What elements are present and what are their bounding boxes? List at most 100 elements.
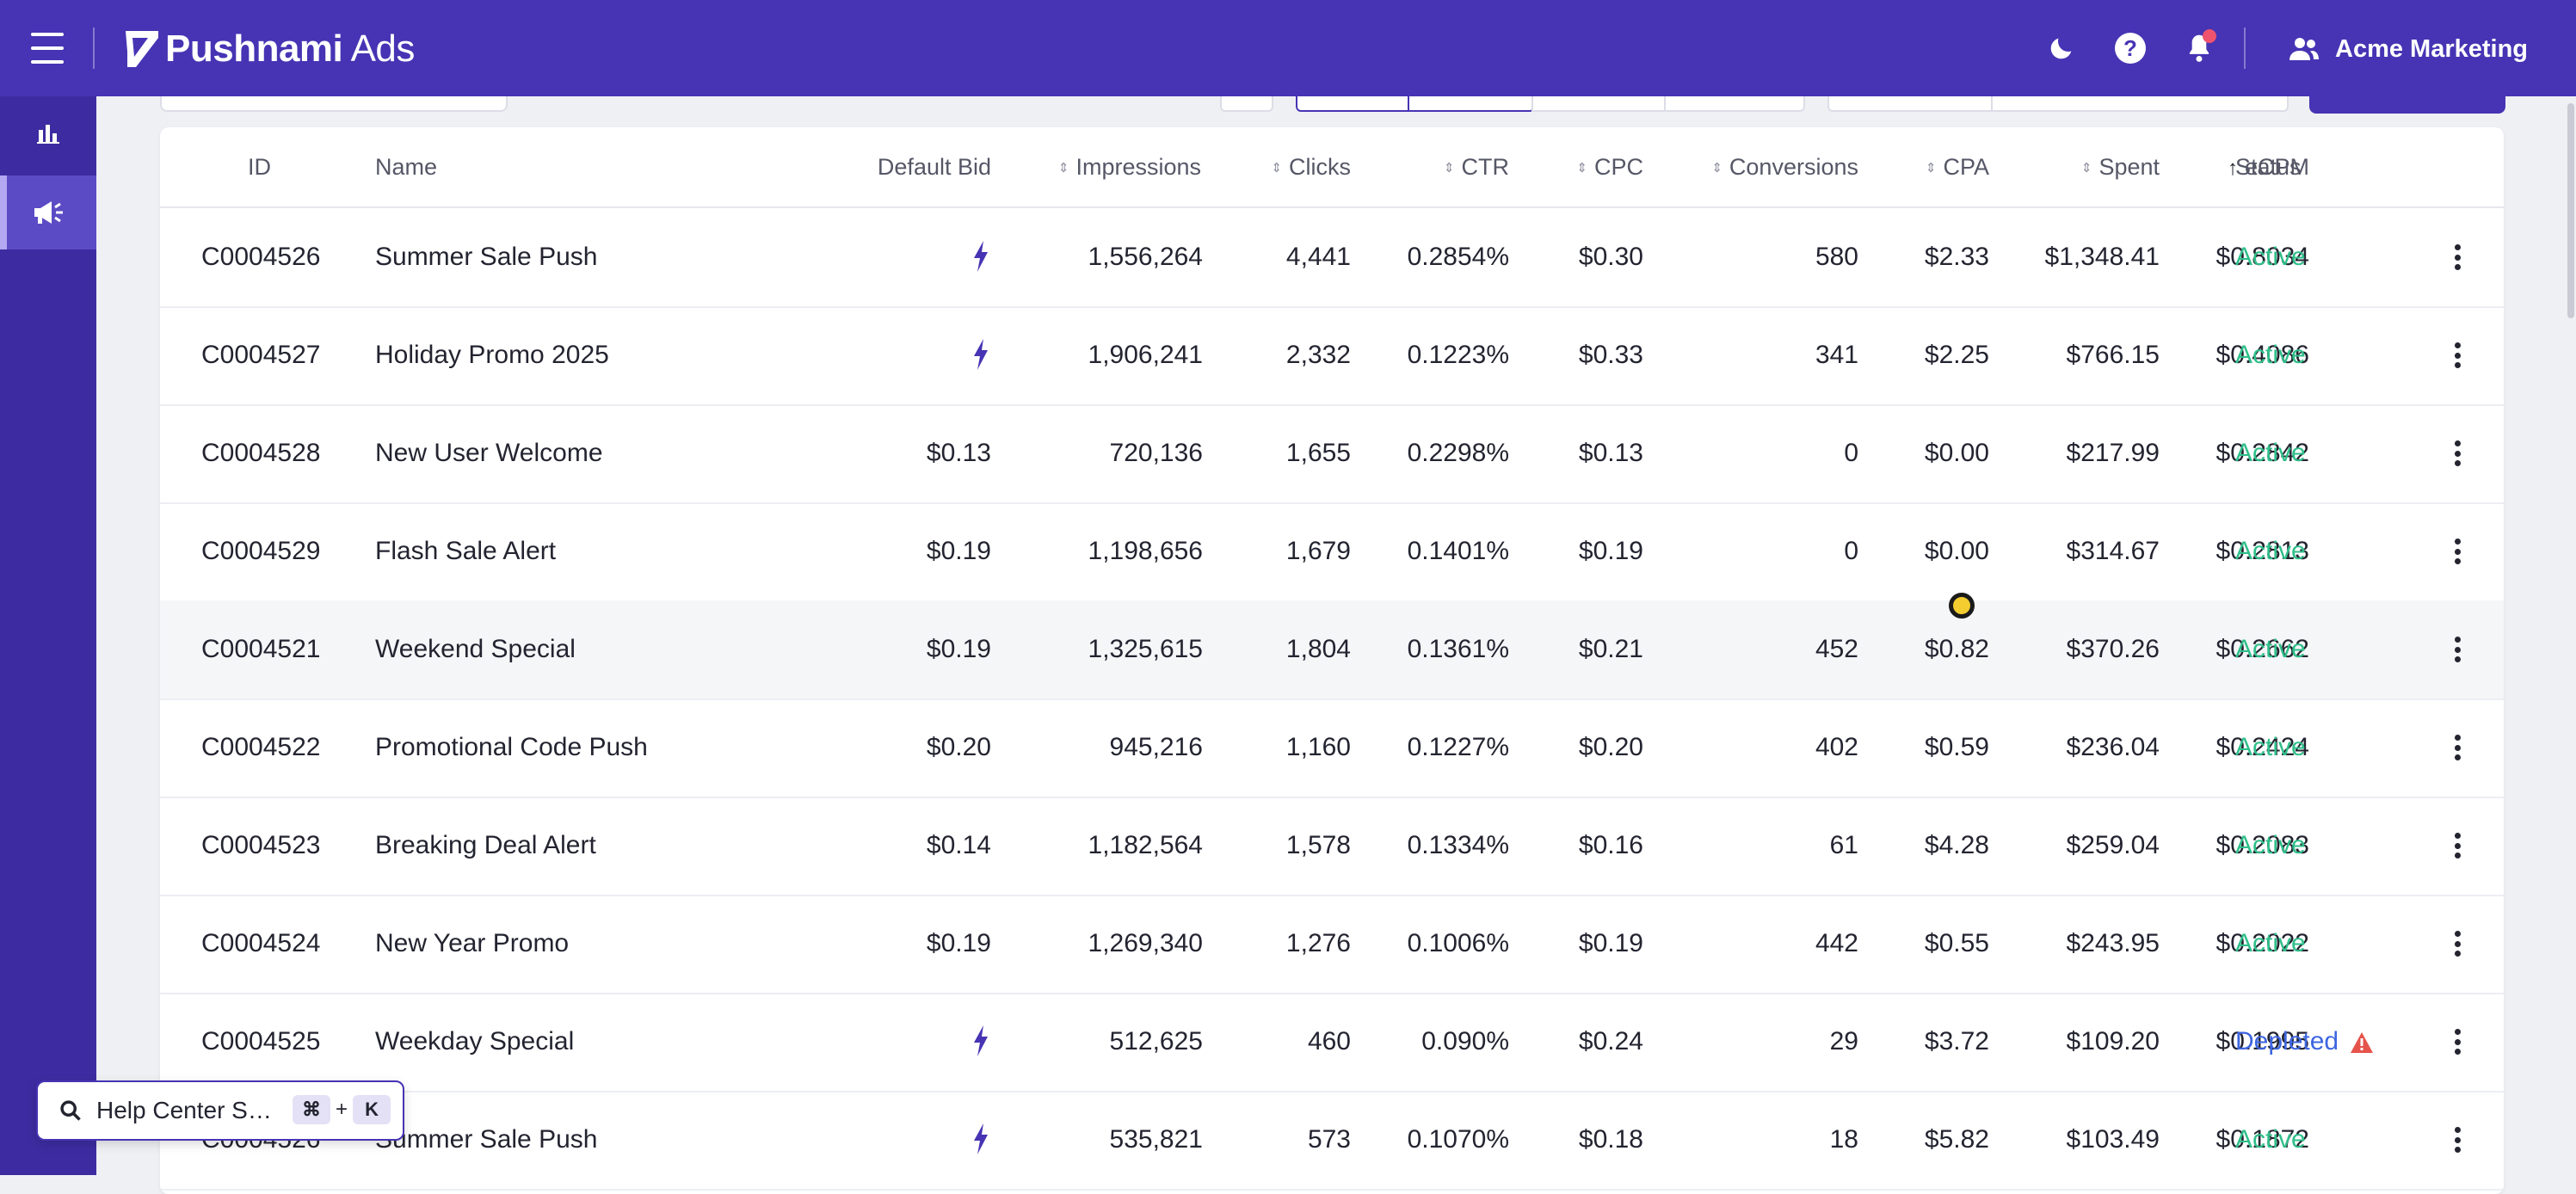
sidebar-item-analytics[interactable]	[0, 96, 96, 170]
col-clicks[interactable]: ⇕ Clicks	[1271, 154, 1351, 180]
cell-ecpm: $0.2022	[2215, 929, 2309, 957]
table-row[interactable]: C0004527 Holiday Promo 2025 1,906,241 2,332…	[160, 306, 2504, 406]
row-actions-menu-icon[interactable]	[2454, 1127, 2461, 1153]
row-actions-menu-icon[interactable]	[2454, 637, 2461, 662]
notifications-icon[interactable]	[2182, 29, 2216, 65]
cell-conversions: 452	[1815, 635, 1858, 663]
cell-name[interactable]: Breaking Deal Alert	[375, 831, 596, 859]
cell-impressions: 1,182,564	[1088, 831, 1203, 859]
segment-toggle[interactable]	[1408, 96, 1535, 112]
table-row[interactable]: C0004521 Weekend Special $0.19 1,325,615 1,8…	[160, 600, 2504, 700]
table-row[interactable]: C0004522 Promotional Code Push $0.20 945,21…	[160, 699, 2504, 798]
col-ctr[interactable]: ⇕ CTR	[1443, 154, 1509, 180]
help-center-search[interactable]: Help Center S… ⌘ + K	[36, 1080, 404, 1141]
cell-cpc: $0.18	[1578, 1125, 1643, 1154]
col-ecpm[interactable]: ↑ eCPM	[2227, 154, 2309, 180]
cell-ctr: 0.090%	[1421, 1027, 1509, 1056]
logo[interactable]: Pushnami Ads	[124, 26, 415, 72]
row-actions-menu-icon[interactable]	[2454, 440, 2461, 466]
col-impressions[interactable]: ⇕ Impressions	[1057, 154, 1201, 180]
menu-icon[interactable]	[31, 33, 64, 64]
row-actions-menu-icon[interactable]	[2454, 539, 2461, 564]
cell-clicks: 1,160	[1285, 733, 1351, 761]
cell-name[interactable]: Weekday Special	[375, 1027, 575, 1056]
cell-spent: $370.26	[2066, 635, 2160, 663]
bolt-icon	[974, 339, 988, 370]
date-filter[interactable]	[1827, 96, 1994, 112]
cell-impressions: 1,325,615	[1088, 635, 1203, 663]
create-campaign-button[interactable]	[2309, 96, 2505, 114]
filter-control[interactable]	[1220, 96, 1273, 112]
cell-spent: $259.04	[2066, 831, 2160, 859]
cell-ecpm: $0.2083	[2215, 831, 2309, 859]
cell-status: Active	[2235, 537, 2306, 565]
sidebar-item-campaigns[interactable]	[0, 175, 96, 249]
cell-name[interactable]: Weekend Special	[375, 635, 576, 663]
logo-text-light: Ads	[342, 28, 416, 70]
cell-conversions: 442	[1815, 929, 1858, 957]
shortcut-key: K	[353, 1095, 391, 1124]
col-spent[interactable]: ⇕ Spent	[2080, 154, 2160, 180]
cell-cpc: $0.21	[1578, 635, 1643, 663]
dark-mode-icon[interactable]	[2044, 31, 2079, 65]
cell-status: Active	[2235, 635, 2306, 663]
cell-impressions: 1,198,656	[1088, 537, 1203, 565]
col-cpc[interactable]: ⇕ CPC	[1576, 154, 1643, 180]
cell-clicks: 460	[1307, 1027, 1351, 1056]
cell-impressions: 1,556,264	[1088, 243, 1203, 271]
cell-spent: $236.04	[2066, 733, 2160, 761]
cell-status: Active	[2235, 733, 2306, 761]
cell-id: C0004526	[201, 243, 321, 271]
table-row[interactable]: C0004525 Weekday Special 512,625 460 0.090% $…	[160, 993, 2504, 1092]
cell-cpa: $0.59	[1924, 733, 1989, 761]
cell-name[interactable]: Summer Sale Push	[375, 243, 598, 271]
sort-ascending-icon: ↑	[2227, 156, 2238, 180]
cell-clicks: 2,332	[1285, 341, 1351, 369]
account-menu[interactable]: Acme Marketing	[2289, 28, 2528, 71]
scrollbar-track[interactable]	[2566, 96, 2576, 1175]
search-field[interactable]	[160, 96, 508, 112]
cell-cpa: $0.55	[1924, 929, 1989, 957]
shortcut-mod-key: ⌘	[293, 1095, 330, 1124]
table-row[interactable]: C0004524 New Year Promo $0.19 1,269,340 1,27…	[160, 895, 2504, 994]
cell-name[interactable]: Flash Sale Alert	[375, 537, 557, 565]
cell-cpa: $5.82	[1924, 1125, 1989, 1154]
row-actions-menu-icon[interactable]	[2454, 244, 2461, 270]
scrollbar-thumb[interactable]	[2567, 103, 2574, 318]
cell-conversions: 61	[1829, 831, 1858, 859]
col-cpa[interactable]: ⇕ CPA	[1925, 154, 1989, 180]
segment-toggle[interactable]	[1531, 96, 1667, 112]
col-status[interactable]: Status	[2235, 154, 2302, 180]
row-actions-menu-icon[interactable]	[2454, 342, 2461, 368]
col-name[interactable]: Name	[375, 154, 438, 180]
col-id[interactable]: ID	[248, 154, 271, 180]
col-conversions[interactable]: ⇕ Conversions	[1711, 154, 1858, 180]
segment-toggle[interactable]	[1296, 96, 1411, 112]
table-row[interactable]: C0004528 New User Welcome $0.13 720,136 1,65…	[160, 404, 2504, 504]
campaigns-table: ID Name Default Bid ⇕ Impressions ⇕ Clicks…	[160, 127, 2504, 1194]
row-actions-menu-icon[interactable]	[2454, 735, 2461, 760]
row-actions-menu-icon[interactable]	[2454, 931, 2461, 957]
cell-default-bid: $0.19	[926, 635, 991, 663]
table-row[interactable]: C0004529 Flash Sale Alert $0.19 1,198,656 1,…	[160, 502, 2504, 602]
bolt-icon	[974, 241, 988, 272]
table-row[interactable]: C0004523 Breaking Deal Alert $0.14 1,182,56…	[160, 797, 2504, 896]
cell-name[interactable]: Promotional Code Push	[375, 733, 648, 761]
row-actions-menu-icon[interactable]	[2454, 1029, 2461, 1055]
cell-ctr: 0.1070%	[1407, 1125, 1509, 1154]
table-row[interactable]: C0004526 Summer Sale Push 1,556,264 4,441 0.…	[160, 208, 2504, 308]
cell-id: C0004525	[201, 1027, 321, 1056]
help-icon[interactable]: ?	[2113, 31, 2148, 65]
date-filter[interactable]	[1991, 96, 2289, 112]
cell-name[interactable]: Summer Sale Push	[375, 1125, 598, 1154]
cell-name[interactable]: New Year Promo	[375, 929, 570, 957]
segment-toggle[interactable]	[1664, 96, 1805, 112]
cell-clicks: 573	[1307, 1125, 1351, 1154]
col-default-bid[interactable]: Default Bid	[877, 154, 991, 180]
cell-name[interactable]: Holiday Promo 2025	[375, 341, 609, 369]
mouse-cursor	[1949, 593, 1975, 619]
row-actions-menu-icon[interactable]	[2454, 833, 2461, 859]
megaphone-icon	[34, 201, 63, 224]
cell-name[interactable]: New User Welcome	[375, 439, 603, 467]
